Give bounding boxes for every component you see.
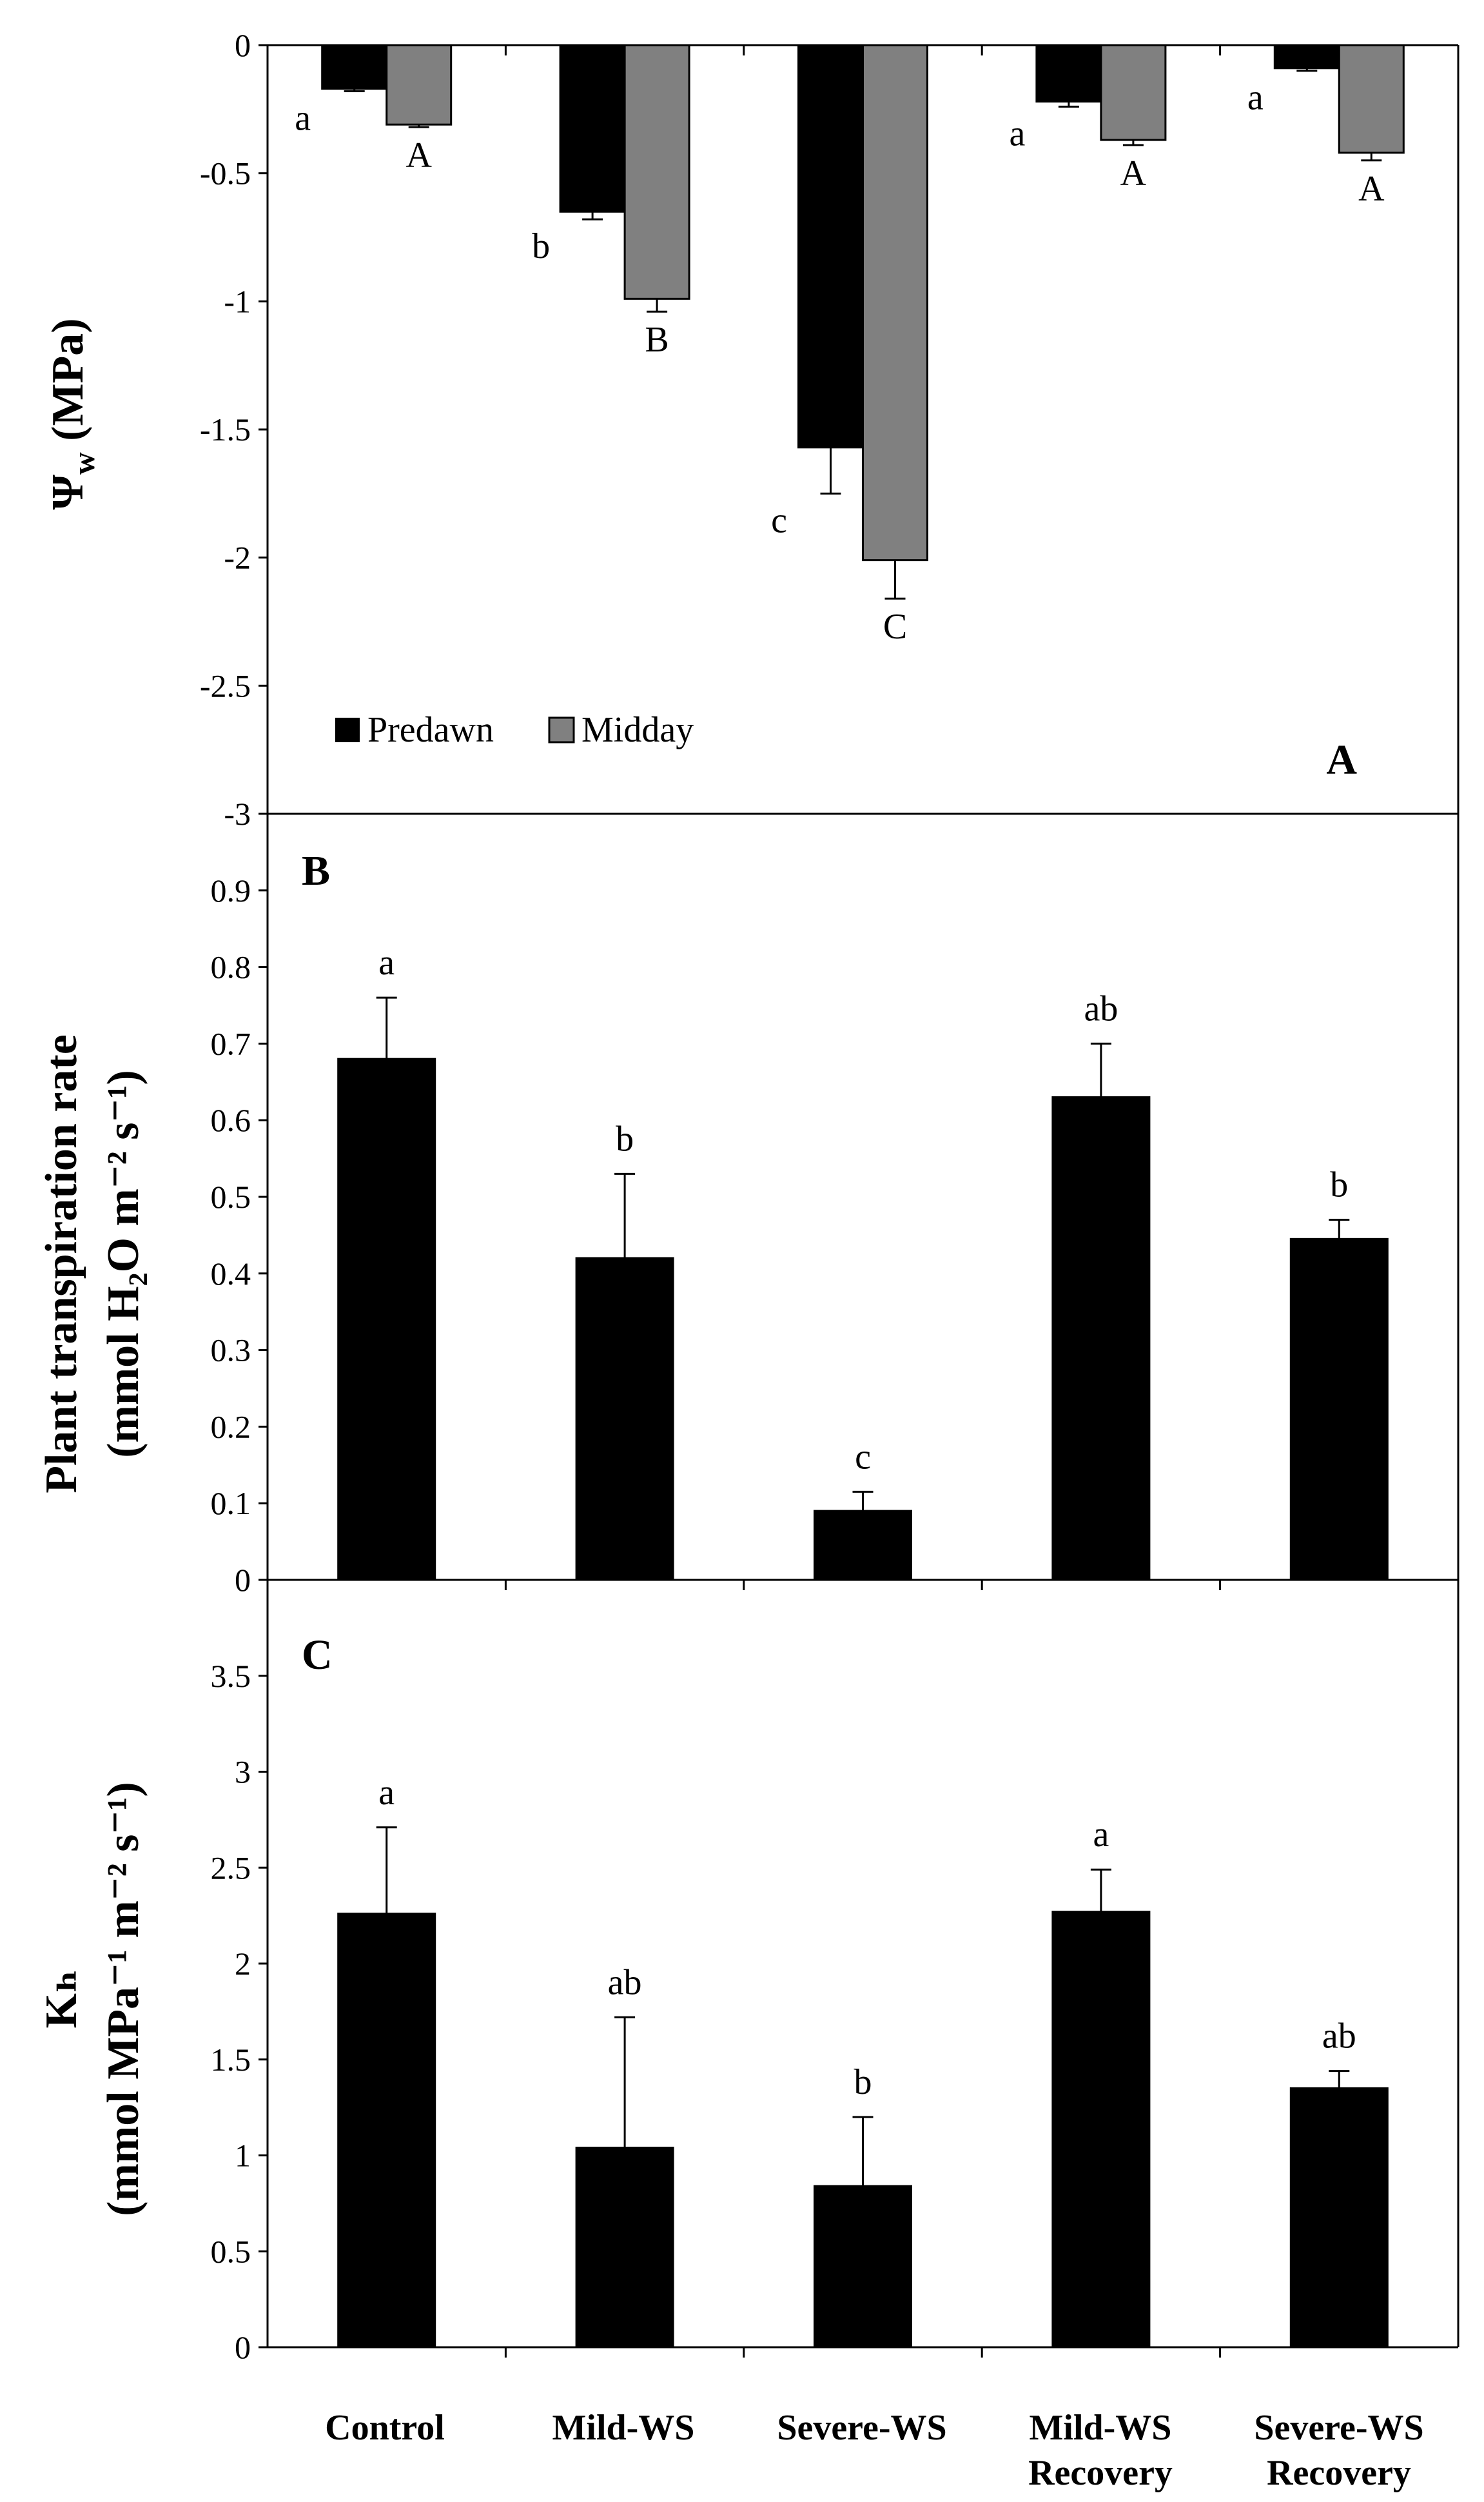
significance-label: a: [1009, 113, 1025, 153]
bar: [337, 1913, 436, 2349]
bar: [797, 44, 864, 449]
legend-label-midday: Midday: [581, 710, 694, 750]
bar: [814, 2185, 912, 2349]
significance-label: A: [1358, 169, 1385, 209]
y-tick-label: 1.5: [211, 2042, 251, 2078]
y-axis-label-a: Ψw (MPa): [43, 318, 101, 509]
bar: [1338, 44, 1405, 154]
y-tick-label: 3.5: [211, 1658, 251, 1694]
x-category-label-line2: Recovery: [1028, 2453, 1173, 2493]
significance-label: A: [1120, 153, 1147, 193]
bar: [1289, 1237, 1389, 1581]
significance-label: B: [645, 320, 669, 360]
significance-label: a: [295, 99, 311, 139]
panel-a-letter: A: [1326, 736, 1357, 783]
bar: [623, 44, 690, 300]
y-tick-label: 3: [235, 1754, 251, 1790]
x-axis-categories: Control Mild-WS Severe-WS Mild-WS Recove…: [325, 2408, 1424, 2493]
y-tick-label: 0.7: [211, 1025, 251, 1061]
y-tick-label: -3: [224, 796, 251, 832]
y-tick-label: -1.5: [200, 411, 251, 448]
y-axis-label-b-line2: (mmol H₂O m⁻² s⁻¹): [99, 1070, 148, 1458]
y-tick-label: 0.1: [211, 1485, 251, 1521]
y-tick-label: 0: [235, 27, 251, 63]
y-tick-label: 0.9: [211, 872, 251, 909]
y-tick-label: 0.4: [211, 1256, 251, 1292]
x-category-label: Severe-WS: [777, 2408, 946, 2448]
bar: [386, 44, 453, 126]
legend-swatch-predawn: [335, 718, 360, 742]
significance-label: ab: [608, 1962, 642, 2002]
y-axis-label-c-line2: (mmol MPa⁻¹ m⁻² s⁻¹): [99, 1782, 148, 2216]
significance-label: c: [771, 500, 787, 540]
significance-label: b: [854, 2062, 872, 2102]
significance-label: ab: [1322, 2016, 1356, 2056]
y-tick-label: 0: [235, 1562, 251, 1598]
bar: [1051, 1096, 1151, 1581]
bar: [1273, 44, 1340, 70]
bar: [575, 1257, 674, 1581]
legend-label-predawn: Predawn: [367, 710, 494, 750]
panel-b: B Plant transpiration rate (mmol H₂O m⁻²…: [37, 813, 1460, 1598]
y-axis-label-b-line1: Plant transpiration rate: [37, 1034, 86, 1493]
y-tick-label: 2: [235, 1945, 251, 1982]
bar: [1100, 44, 1167, 141]
bar: [814, 1510, 912, 1581]
y-tick-label: -2.5: [200, 667, 251, 704]
significance-label: a: [378, 943, 395, 983]
y-tick-label: 0: [235, 2329, 251, 2365]
y-tick-label: 0.6: [211, 1102, 251, 1138]
y-tick-label: 0.5: [211, 1179, 251, 1215]
x-category-label: Control: [325, 2408, 445, 2448]
bar: [1051, 1911, 1151, 2349]
panel-c-letter: C: [302, 1631, 333, 1679]
significance-label: a: [1247, 78, 1264, 118]
bar: [559, 44, 626, 213]
significance-label: b: [532, 226, 550, 266]
panel-a: A Predawn Midday Ψw (MPa) 0 -0.5 -1 -1.5 -2 -…: [43, 27, 1460, 832]
bar: [321, 44, 388, 90]
bar: [575, 2147, 674, 2349]
significance-label: b: [616, 1119, 634, 1159]
significance-label: b: [1330, 1165, 1348, 1205]
x-category-label: Mild-WS: [552, 2408, 695, 2448]
legend-swatch-midday: [548, 716, 575, 744]
panel-b-letter: B: [302, 847, 330, 894]
significance-label: a: [1093, 1815, 1109, 1855]
legend: Predawn Midday: [335, 710, 694, 750]
y-tick-label: -2: [224, 540, 251, 576]
y-tick-label: 0.3: [211, 1332, 251, 1368]
x-category-label-line2: Recovery: [1267, 2453, 1411, 2493]
bar: [862, 44, 928, 562]
bar: [1289, 2087, 1389, 2349]
panel-c: C Kₕ (mmol MPa⁻¹ m⁻² s⁻¹) 0 0.5 1 1.5 2 2.5 3 3…: [37, 1579, 1460, 2365]
y-tick-label: 1: [235, 2138, 251, 2174]
significance-label: c: [855, 1437, 871, 1477]
y-tick-label: 0.8: [211, 949, 251, 985]
significance-label: C: [883, 607, 907, 647]
y-tick-label: 0.5: [211, 2233, 251, 2269]
significance-label: ab: [1084, 989, 1118, 1029]
y-tick-label: -1: [224, 283, 251, 319]
significance-label: A: [405, 135, 432, 175]
y-tick-label: 0.2: [211, 1408, 251, 1444]
x-category-label: Severe-WS: [1254, 2408, 1423, 2448]
significance-label: a: [378, 1773, 395, 1813]
y-tick-label: -0.5: [200, 155, 251, 192]
bar: [1035, 44, 1102, 103]
bar: [337, 1058, 436, 1581]
y-axis-label-c-line1: Kₕ: [37, 1970, 86, 2029]
x-category-label: Mild-WS: [1030, 2408, 1172, 2448]
y-tick-label: 2.5: [211, 1849, 251, 1886]
